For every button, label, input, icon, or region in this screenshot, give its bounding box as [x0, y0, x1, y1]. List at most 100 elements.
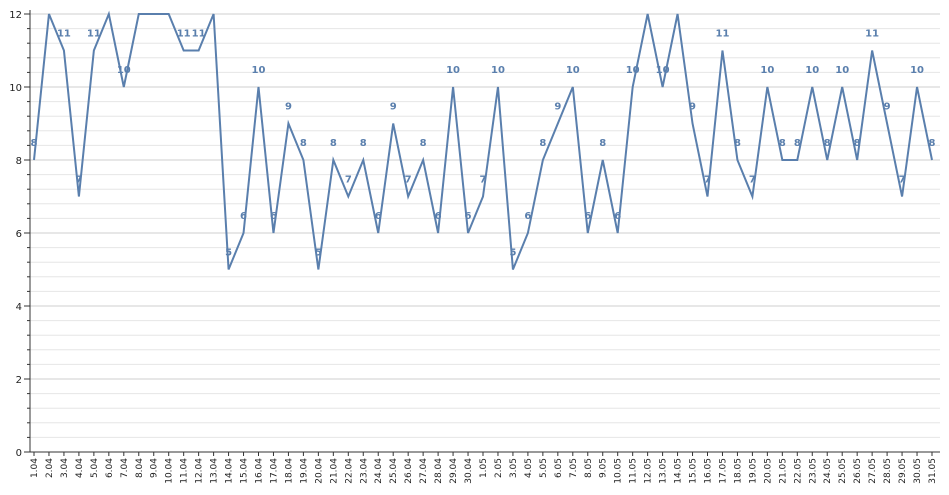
- y-tick-label: 6: [16, 229, 22, 240]
- value-label: 11: [177, 29, 191, 40]
- y-tick-label: 10: [9, 83, 22, 94]
- value-label: 7: [899, 175, 906, 186]
- x-tick-label: 18.05: [733, 458, 743, 484]
- value-label: 7: [405, 175, 412, 186]
- x-tick-label: 7.05: [569, 458, 579, 478]
- value-label: 9: [390, 102, 397, 113]
- x-tick-label: 6.04: [105, 458, 115, 478]
- x-tick-label: 29.05: [898, 458, 908, 484]
- x-tick-label: 31.05: [928, 458, 938, 484]
- x-tick-label: 12.05: [644, 458, 654, 484]
- x-tick-label: 4.05: [524, 458, 534, 478]
- x-tick-label: 30.05: [913, 458, 923, 484]
- x-tick-label: 26.04: [404, 458, 414, 484]
- x-tick-label: 28.05: [883, 458, 893, 484]
- value-label: 11: [87, 29, 101, 40]
- value-label: 10: [117, 65, 131, 76]
- value-label: 8: [734, 138, 741, 149]
- value-label: 10: [491, 65, 505, 76]
- x-tick-label: 19.04: [299, 458, 309, 484]
- value-label: 10: [446, 65, 460, 76]
- value-label: 6: [375, 211, 382, 222]
- value-label: 10: [805, 65, 819, 76]
- value-label: 8: [420, 138, 427, 149]
- x-tick-label: 5.05: [539, 458, 549, 478]
- x-tick-label: 9.04: [150, 458, 160, 478]
- value-label: 7: [749, 175, 756, 186]
- x-tick-label: 22.05: [793, 458, 803, 484]
- x-tick-label: 3.05: [509, 458, 519, 478]
- x-tick-label: 23.04: [359, 458, 369, 484]
- x-tick-label: 17.05: [718, 458, 728, 484]
- x-tick-label: 3.04: [60, 458, 70, 478]
- value-label: 10: [760, 65, 774, 76]
- line: [33, 10, 933, 270]
- x-tick-label: 27.04: [419, 458, 429, 484]
- x-tick-label: 2.05: [494, 458, 504, 478]
- x-tick-label: 16.05: [704, 458, 714, 484]
- value-label: 12: [162, 0, 176, 3]
- x-tick-label: 21.05: [778, 458, 788, 484]
- value-label: 8: [794, 138, 801, 149]
- x-tick-label: 14.05: [674, 458, 684, 484]
- x-tick-label: 2.04: [45, 458, 55, 478]
- value-label: 12: [207, 0, 221, 3]
- x-tick-label: 15.04: [240, 458, 250, 484]
- x-tick-label: 30.04: [464, 458, 474, 484]
- y-tick-label: 4: [16, 302, 22, 313]
- x-tick-label: 27.05: [868, 458, 878, 484]
- x-tick-label: 14.04: [225, 458, 235, 484]
- value-label: 11: [865, 29, 879, 40]
- x-tick-label: 9.05: [599, 458, 609, 478]
- x-tick-label: 24.04: [374, 458, 384, 484]
- value-label: 12: [671, 0, 685, 3]
- x-tick-label: 25.05: [838, 458, 848, 484]
- x-tick-label: 6.05: [554, 458, 564, 478]
- x-tick-label: 23.05: [808, 458, 818, 484]
- value-label: 6: [584, 211, 591, 222]
- x-tick-label: 29.04: [449, 458, 459, 484]
- value-label: 8: [300, 138, 307, 149]
- x-tick-label: 11.05: [629, 458, 639, 484]
- x-tick-label: 20.04: [314, 458, 324, 484]
- value-label: 6: [524, 211, 531, 222]
- value-label: 8: [360, 138, 367, 149]
- x-tick-label: 8.05: [584, 458, 594, 478]
- x-tick-label: 16.04: [255, 458, 265, 484]
- x-tick-label: 13.04: [210, 458, 220, 484]
- value-label: 8: [330, 138, 337, 149]
- value-label: 8: [824, 138, 831, 149]
- value-label: 12: [641, 0, 655, 3]
- value-label: 9: [554, 102, 561, 113]
- value-label: 8: [854, 138, 861, 149]
- value-label: 10: [252, 65, 266, 76]
- x-tick-label: 28.04: [434, 458, 444, 484]
- value-label: 10: [626, 65, 640, 76]
- value-label: 9: [285, 102, 292, 113]
- x-tick-label: 21.04: [329, 458, 339, 484]
- value-label: 12: [102, 0, 116, 3]
- x-tick-label: 19.05: [748, 458, 758, 484]
- value-label: 12: [132, 0, 146, 3]
- value-label: 7: [345, 175, 352, 186]
- value-label: 8: [599, 138, 606, 149]
- value-label: 6: [614, 211, 621, 222]
- x-tick-label: 5.04: [90, 458, 100, 478]
- value-label: 6: [270, 211, 277, 222]
- value-label: 8: [929, 138, 936, 149]
- value-label: 9: [689, 102, 696, 113]
- y-tick-label: 12: [9, 10, 22, 21]
- x-tick-label: 18.04: [284, 458, 294, 484]
- x-tick-label: 22.04: [344, 458, 354, 484]
- value-label: 10: [835, 65, 849, 76]
- value-label: 5: [509, 248, 516, 259]
- x-tick-label: 8.04: [135, 458, 145, 478]
- y-tick-label: 8: [16, 156, 22, 167]
- value-label: 12: [147, 0, 161, 3]
- x-tick-label: 26.05: [853, 458, 863, 484]
- x-tick-label: 10.05: [614, 458, 624, 484]
- value-label: 7: [75, 175, 82, 186]
- x-tick-label: 17.04: [269, 458, 279, 484]
- value-label: 10: [910, 65, 924, 76]
